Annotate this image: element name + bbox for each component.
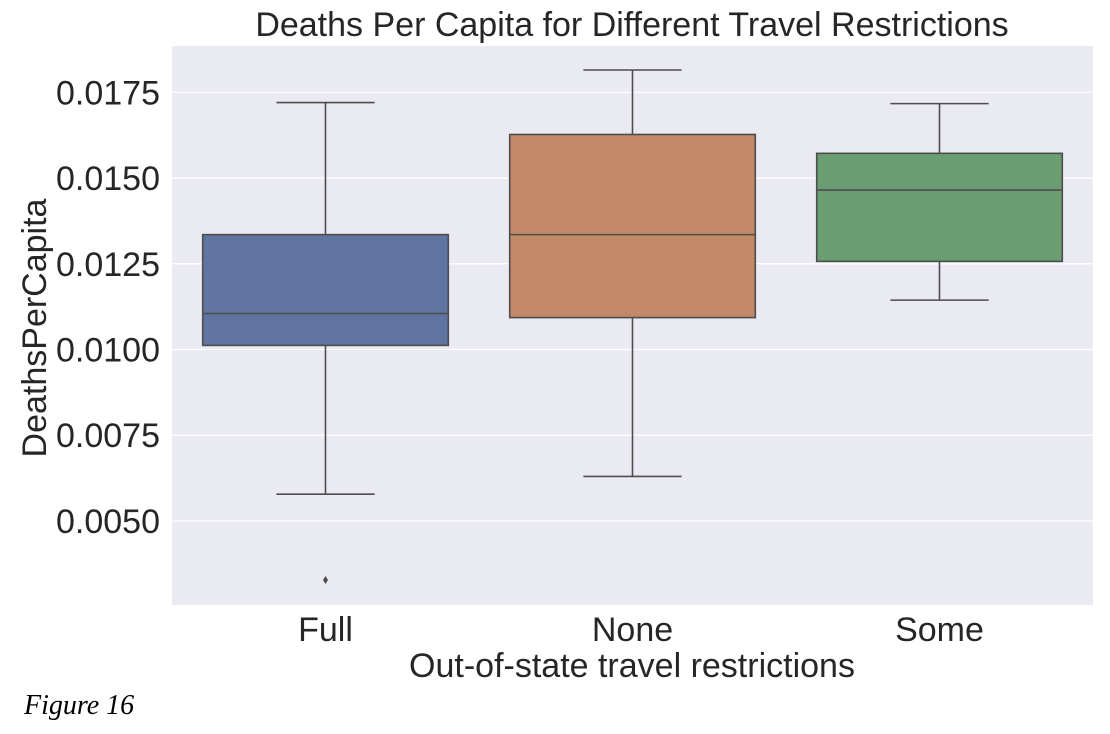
x-axis-label: Out-of-state travel restrictions — [409, 647, 855, 685]
chart-title: Deaths Per Capita for Different Travel R… — [255, 6, 1008, 44]
y-tick-labels: 0.0050 0.0075 0.0100 0.0125 0.0150 0.0175 — [56, 74, 160, 541]
y-axis-label: DeathsPerCapita — [16, 198, 54, 457]
box-some — [815, 102, 1064, 301]
y-tick-label: 0.0050 — [56, 503, 160, 541]
box-plot-chart: 0.0050 0.0075 0.0100 0.0125 0.0150 0.0175 Ful… — [16, 6, 1093, 685]
y-tick-label: 0.0175 — [56, 74, 160, 112]
box-iqr — [201, 233, 450, 347]
figure-caption: Figure 16 — [24, 690, 135, 721]
box-none — [508, 69, 757, 478]
y-tick-label: 0.0075 — [56, 417, 160, 455]
y-tick-label: 0.0150 — [56, 160, 160, 198]
x-tick-label: None — [592, 611, 673, 649]
y-tick-label: 0.0100 — [56, 332, 160, 370]
x-tick-label: Full — [298, 611, 353, 649]
box-iqr — [508, 133, 757, 319]
y-tick-label: 0.0125 — [56, 246, 160, 284]
boxes — [201, 69, 1064, 584]
box-full — [201, 101, 450, 584]
box-iqr — [815, 152, 1064, 263]
outlier-point — [323, 575, 328, 584]
x-tick-labels: Full None Some — [298, 611, 984, 649]
x-tick-label: Some — [895, 611, 984, 649]
